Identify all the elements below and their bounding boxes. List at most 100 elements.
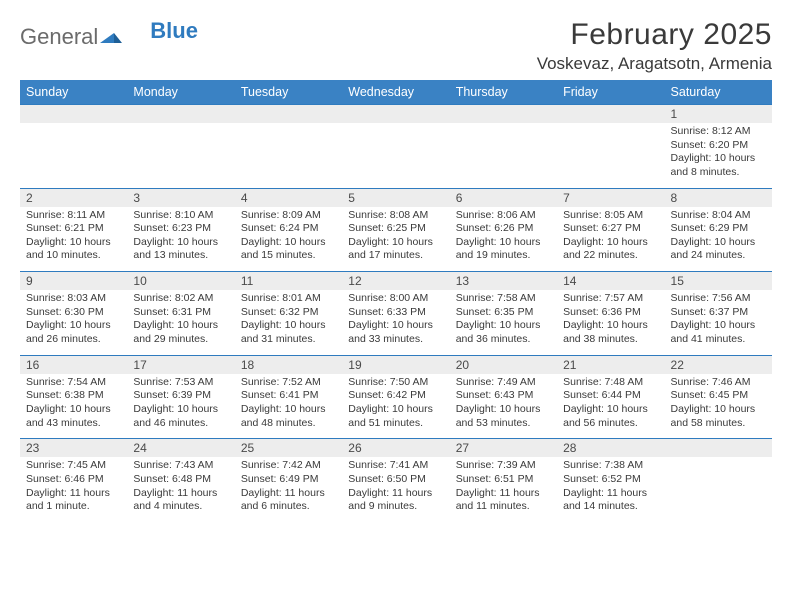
day-number: 19	[342, 356, 449, 374]
day-detail-day1: Daylight: 10 hours	[241, 403, 336, 417]
day-detail-sunrise: Sunrise: 8:04 AM	[671, 209, 766, 223]
day-number: 10	[127, 272, 234, 290]
day-number: 11	[235, 272, 342, 290]
day-number: 3	[127, 189, 234, 207]
weeks-container: 1Sunrise: 8:12 AMSunset: 6:20 PMDaylight…	[20, 104, 772, 522]
day-cell	[557, 123, 664, 188]
day-cell: Sunrise: 8:04 AMSunset: 6:29 PMDaylight:…	[665, 207, 772, 272]
day-detail-sunrise: Sunrise: 8:10 AM	[133, 209, 228, 223]
day-number: 6	[450, 189, 557, 207]
weekday-friday: Friday	[557, 80, 664, 104]
day-detail-day1: Daylight: 10 hours	[456, 403, 551, 417]
day-detail-day1: Daylight: 10 hours	[348, 403, 443, 417]
day-detail-day1: Daylight: 10 hours	[241, 319, 336, 333]
day-detail-day1: Daylight: 11 hours	[563, 487, 658, 501]
day-detail-sunset: Sunset: 6:44 PM	[563, 389, 658, 403]
day-detail-sunset: Sunset: 6:45 PM	[671, 389, 766, 403]
logo: General Blue	[20, 24, 198, 50]
weekday-saturday: Saturday	[665, 80, 772, 104]
day-detail-day1: Daylight: 10 hours	[671, 236, 766, 250]
day-detail-sunset: Sunset: 6:38 PM	[26, 389, 121, 403]
weekday-wednesday: Wednesday	[342, 80, 449, 104]
header-right: February 2025 Voskevaz, Aragatsotn, Arme…	[537, 18, 772, 74]
day-cell	[342, 123, 449, 188]
day-detail-day1: Daylight: 10 hours	[671, 319, 766, 333]
day-detail-sunrise: Sunrise: 7:57 AM	[563, 292, 658, 306]
day-number: 15	[665, 272, 772, 290]
day-detail-sunset: Sunset: 6:42 PM	[348, 389, 443, 403]
day-number	[235, 105, 342, 123]
day-detail-sunrise: Sunrise: 8:08 AM	[348, 209, 443, 223]
day-cell: Sunrise: 7:56 AMSunset: 6:37 PMDaylight:…	[665, 290, 772, 355]
day-detail-day1: Daylight: 11 hours	[26, 487, 121, 501]
day-detail-sunset: Sunset: 6:30 PM	[26, 306, 121, 320]
day-detail-sunrise: Sunrise: 8:03 AM	[26, 292, 121, 306]
day-detail-sunrise: Sunrise: 8:06 AM	[456, 209, 551, 223]
day-detail-sunrise: Sunrise: 8:05 AM	[563, 209, 658, 223]
day-cell: Sunrise: 8:01 AMSunset: 6:32 PMDaylight:…	[235, 290, 342, 355]
day-number: 24	[127, 439, 234, 457]
day-number	[342, 105, 449, 123]
day-detail-day2: and 41 minutes.	[671, 333, 766, 347]
day-detail-day1: Daylight: 10 hours	[456, 236, 551, 250]
day-detail-sunset: Sunset: 6:37 PM	[671, 306, 766, 320]
day-detail-day2: and 8 minutes.	[671, 166, 766, 180]
day-detail-sunset: Sunset: 6:25 PM	[348, 222, 443, 236]
day-cell	[450, 123, 557, 188]
day-detail-sunset: Sunset: 6:35 PM	[456, 306, 551, 320]
day-detail-day2: and 36 minutes.	[456, 333, 551, 347]
day-detail-day1: Daylight: 10 hours	[563, 403, 658, 417]
day-detail-day1: Daylight: 10 hours	[26, 236, 121, 250]
day-detail-sunrise: Sunrise: 7:38 AM	[563, 459, 658, 473]
day-number: 4	[235, 189, 342, 207]
day-cell: Sunrise: 7:38 AMSunset: 6:52 PMDaylight:…	[557, 457, 664, 522]
week-block: 2345678Sunrise: 8:11 AMSunset: 6:21 PMDa…	[20, 188, 772, 272]
logo-text-blue: Blue	[150, 18, 198, 44]
day-detail-day2: and 53 minutes.	[456, 417, 551, 431]
day-cell: Sunrise: 8:06 AMSunset: 6:26 PMDaylight:…	[450, 207, 557, 272]
day-cell	[235, 123, 342, 188]
day-number: 28	[557, 439, 664, 457]
day-cell: Sunrise: 8:08 AMSunset: 6:25 PMDaylight:…	[342, 207, 449, 272]
day-detail-sunset: Sunset: 6:26 PM	[456, 222, 551, 236]
day-detail-day2: and 38 minutes.	[563, 333, 658, 347]
logo-mark-icon	[100, 26, 122, 49]
day-cell: Sunrise: 8:10 AMSunset: 6:23 PMDaylight:…	[127, 207, 234, 272]
day-detail-day2: and 22 minutes.	[563, 249, 658, 263]
day-cell: Sunrise: 8:03 AMSunset: 6:30 PMDaylight:…	[20, 290, 127, 355]
day-detail-sunrise: Sunrise: 8:01 AM	[241, 292, 336, 306]
day-number: 16	[20, 356, 127, 374]
day-detail-sunset: Sunset: 6:43 PM	[456, 389, 551, 403]
day-detail-sunrise: Sunrise: 8:12 AM	[671, 125, 766, 139]
day-cell: Sunrise: 7:52 AMSunset: 6:41 PMDaylight:…	[235, 374, 342, 439]
day-detail-sunrise: Sunrise: 7:50 AM	[348, 376, 443, 390]
day-number: 26	[342, 439, 449, 457]
day-detail-day1: Daylight: 11 hours	[348, 487, 443, 501]
day-cell	[127, 123, 234, 188]
day-detail-sunset: Sunset: 6:20 PM	[671, 139, 766, 153]
daynum-row: 16171819202122	[20, 356, 772, 374]
day-number: 5	[342, 189, 449, 207]
day-cell: Sunrise: 7:41 AMSunset: 6:50 PMDaylight:…	[342, 457, 449, 522]
day-cell: Sunrise: 8:11 AMSunset: 6:21 PMDaylight:…	[20, 207, 127, 272]
day-detail-sunset: Sunset: 6:21 PM	[26, 222, 121, 236]
day-detail-day2: and 19 minutes.	[456, 249, 551, 263]
day-number: 14	[557, 272, 664, 290]
day-cell: Sunrise: 8:00 AMSunset: 6:33 PMDaylight:…	[342, 290, 449, 355]
day-detail-day1: Daylight: 10 hours	[348, 319, 443, 333]
day-detail-sunset: Sunset: 6:52 PM	[563, 473, 658, 487]
day-detail-day2: and 46 minutes.	[133, 417, 228, 431]
day-cell: Sunrise: 8:12 AMSunset: 6:20 PMDaylight:…	[665, 123, 772, 188]
day-cell: Sunrise: 7:58 AMSunset: 6:35 PMDaylight:…	[450, 290, 557, 355]
weekday-header-row: Sunday Monday Tuesday Wednesday Thursday…	[20, 80, 772, 104]
details-row: Sunrise: 8:12 AMSunset: 6:20 PMDaylight:…	[20, 123, 772, 188]
day-detail-day1: Daylight: 10 hours	[563, 236, 658, 250]
day-detail-day2: and 29 minutes.	[133, 333, 228, 347]
day-detail-sunset: Sunset: 6:50 PM	[348, 473, 443, 487]
daynum-row: 232425262728	[20, 439, 772, 457]
day-number	[557, 105, 664, 123]
day-detail-day1: Daylight: 11 hours	[456, 487, 551, 501]
day-number	[127, 105, 234, 123]
day-detail-sunset: Sunset: 6:41 PM	[241, 389, 336, 403]
day-detail-sunrise: Sunrise: 8:02 AM	[133, 292, 228, 306]
